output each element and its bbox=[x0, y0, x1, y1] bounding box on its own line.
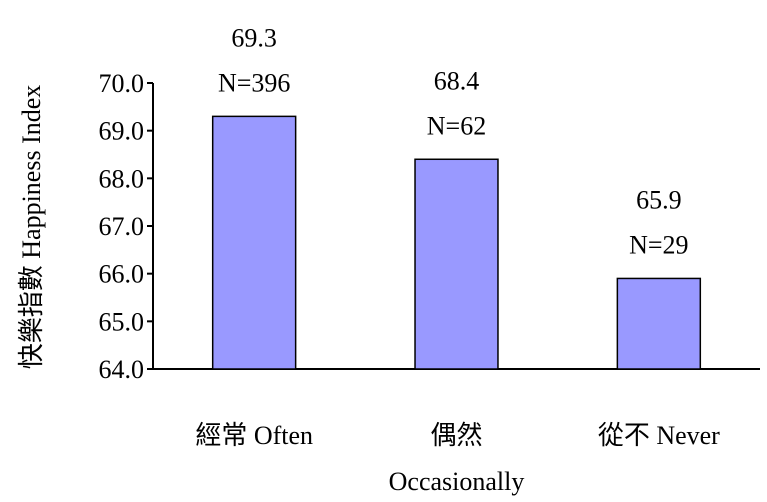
bar-value-label: 69.3 bbox=[231, 23, 277, 52]
bar-n-label: N=396 bbox=[218, 68, 290, 97]
x-category-label: Occasionally bbox=[389, 467, 525, 496]
x-category-label: 經常 Often bbox=[195, 421, 313, 450]
y-axis-title: 快樂指數 Happiness Index bbox=[17, 85, 46, 370]
bar bbox=[414, 158, 499, 370]
y-tick-label: 64.0 bbox=[99, 355, 145, 384]
y-tick-label: 68.0 bbox=[99, 164, 145, 193]
y-tick-label: 66.0 bbox=[99, 260, 145, 289]
x-category-label: 偶然 bbox=[430, 421, 482, 450]
y-tick-label: 69.0 bbox=[99, 117, 145, 146]
bar bbox=[211, 115, 297, 370]
bar-n-label: N=62 bbox=[427, 111, 486, 140]
y-tick-label: 67.0 bbox=[99, 212, 145, 241]
y-tick-label: 65.0 bbox=[99, 307, 145, 336]
bar-value-label: 68.4 bbox=[434, 66, 480, 95]
x-category-label: 從不 Never bbox=[598, 421, 720, 450]
bar-value-label: 65.9 bbox=[636, 185, 682, 214]
bar bbox=[616, 277, 702, 370]
bar-n-label: N=29 bbox=[629, 230, 688, 259]
y-tick-label: 70.0 bbox=[99, 69, 145, 98]
